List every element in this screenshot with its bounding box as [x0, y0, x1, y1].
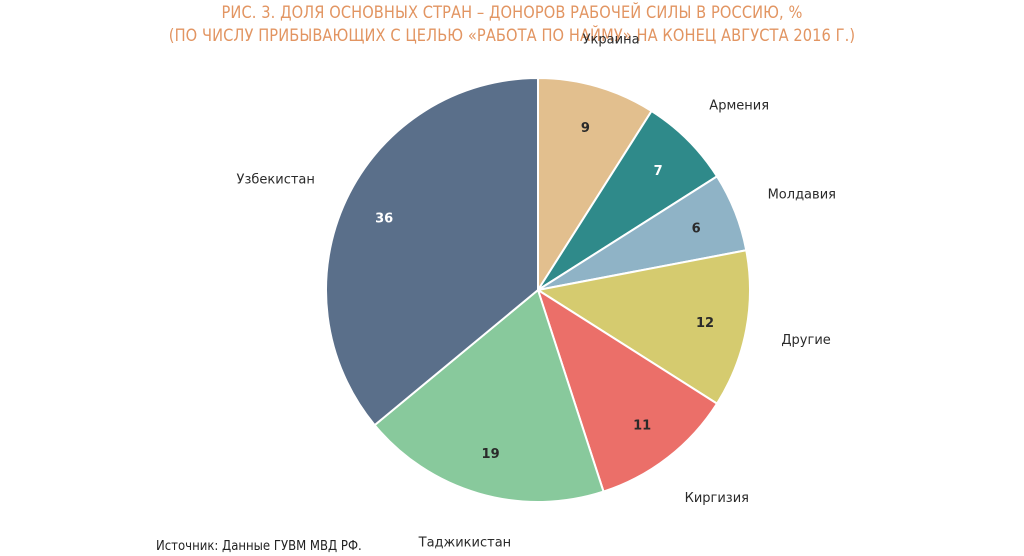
pie-value-label-moldova: 6 — [692, 221, 701, 236]
pie-category-labels: Украина Армения Молдавия Другие Киргизия Тадж… — [237, 32, 836, 550]
pie-slices — [325, 77, 751, 503]
pie-slice-uzbekistan — [325, 77, 539, 427]
pie-value-label-kyrgyzstan: 11 — [633, 418, 651, 433]
pie-category-label-armenia: Армения — [709, 99, 769, 114]
chart-title-line-1: РИС. 3. ДОЛЯ ОСНОВНЫХ СТРАН – ДОНОРОВ РА… — [221, 3, 803, 23]
source-note: Источник: Данные ГУВМ МВД РФ. — [156, 539, 362, 554]
pie-category-label-ukraine: Украина — [583, 32, 640, 47]
pie-value-label-ukraine: 9 — [581, 121, 590, 136]
pie-value-labels: 9 7 6 12 11 19 36 — [375, 121, 714, 462]
pie-category-label-tajikistan: Таджикистан — [418, 536, 512, 551]
pie-value-label-other: 12 — [696, 316, 714, 331]
pie-slice-tajikistan — [373, 289, 605, 503]
chart-title-line-2: (ПО ЧИСЛУ ПРИБЫВАЮЩИХ С ЦЕЛЬЮ «РАБОТА ПО… — [168, 26, 856, 46]
pie-category-label-other: Другие — [781, 333, 830, 348]
pie-category-label-uzbekistan: Узбекистан — [237, 172, 315, 187]
pie-value-label-uzbekistan: 36 — [375, 212, 393, 227]
pie-value-label-armenia: 7 — [654, 164, 663, 179]
pie-slice-ukraine — [537, 77, 653, 291]
pie-category-label-kyrgyzstan: Киргизия — [685, 491, 749, 506]
pie-category-label-moldova: Молдавия — [768, 188, 836, 203]
pie-slice-kyrgyzstan — [537, 289, 718, 493]
chart-title: РИС. 3. ДОЛЯ ОСНОВНЫХ СТРАН – ДОНОРОВ РА… — [72, 2, 953, 48]
pie-value-label-tajikistan: 19 — [482, 447, 500, 462]
pie-slice-other — [537, 249, 751, 405]
